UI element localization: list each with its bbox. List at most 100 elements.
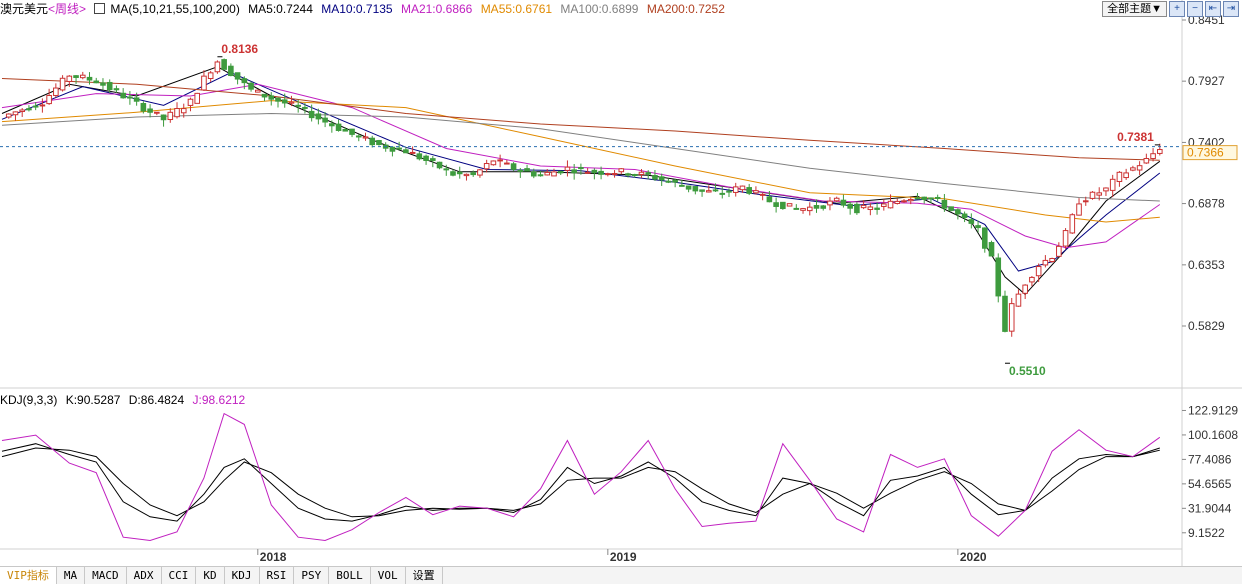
candle-body <box>1089 191 1096 199</box>
candle-body <box>1069 214 1076 234</box>
scroll-start-button[interactable]: ⇤ <box>1205 0 1221 17</box>
candle-body <box>194 92 201 104</box>
candle-body <box>551 171 557 177</box>
kdj-tick-label: 31.9044 <box>1188 501 1232 515</box>
candle-body <box>497 159 503 162</box>
candle-body <box>483 163 490 170</box>
price-tick-label: 0.6878 <box>1188 197 1225 211</box>
candle-body <box>234 72 241 80</box>
price-tick-label: 0.6353 <box>1188 258 1225 272</box>
scroll-end-button[interactable]: ⇥ <box>1223 0 1239 17</box>
period-label[interactable]: <周线> <box>48 2 87 16</box>
candle-body <box>389 146 396 152</box>
indicator-tabs: VIP指标 MA MACD ADX CCI KD KDJ RSI PSY BOL… <box>0 566 1242 584</box>
candle-body <box>1049 257 1055 262</box>
candle-body <box>355 135 362 138</box>
candle-body <box>524 168 530 172</box>
price-tick-label: 0.5829 <box>1188 319 1225 333</box>
ma-toggle-icon[interactable] <box>94 3 106 14</box>
tab-vip[interactable]: VIP指标 <box>0 567 57 584</box>
candle-body <box>1103 187 1109 192</box>
candle-body <box>914 197 921 200</box>
tab-vol[interactable]: VOL <box>371 567 406 584</box>
candle-body <box>759 193 766 196</box>
candle-body <box>409 151 416 154</box>
candle-body <box>598 170 604 175</box>
tab-cci[interactable]: CCI <box>162 567 197 584</box>
candle-body <box>456 171 463 175</box>
year-tick-label: 2018 <box>260 550 287 564</box>
ma100-label: MA100:0.6899 <box>560 2 639 16</box>
candle-body <box>221 59 227 70</box>
candle-body <box>1015 293 1022 307</box>
candle-body <box>578 167 584 170</box>
kdj-j-label: J:98.6212 <box>192 393 246 407</box>
candle-body <box>739 185 746 191</box>
chart-toolbar: 全部主题▼ + − ⇤ ⇥ <box>1102 0 1239 17</box>
candle-body <box>1157 149 1163 154</box>
zoom-out-button[interactable]: − <box>1187 0 1203 17</box>
candle-body <box>847 203 853 209</box>
candle-body <box>517 169 524 172</box>
tab-macd[interactable]: MACD <box>85 567 127 584</box>
candle-body <box>732 186 739 193</box>
candle-body <box>275 97 281 102</box>
candle-body <box>416 153 423 160</box>
extreme-label: 0.8136 <box>221 42 258 56</box>
candle-body <box>1096 192 1103 196</box>
candle-body <box>147 108 153 113</box>
candle-body <box>874 207 880 210</box>
candle-body <box>1130 167 1136 171</box>
candle-body <box>658 176 665 181</box>
candle-body <box>712 189 719 192</box>
tab-rsi[interactable]: RSI <box>260 567 295 584</box>
candle-body <box>79 74 86 79</box>
theme-select[interactable]: 全部主题▼ <box>1102 0 1167 17</box>
candle-body <box>322 117 328 123</box>
candle-body <box>672 179 678 183</box>
tab-settings[interactable]: 设置 <box>406 567 443 584</box>
candle-body <box>766 196 773 203</box>
symbol-label[interactable]: 澳元美元 <box>0 2 49 16</box>
ma21-line <box>1 83 1161 249</box>
candle-body <box>510 163 517 170</box>
candle-body <box>113 88 120 91</box>
candle-body <box>753 190 759 194</box>
candle-body <box>1008 303 1015 332</box>
candle-body <box>32 105 39 108</box>
candle-body <box>867 206 874 211</box>
candle-body <box>981 227 988 249</box>
kdj-name-label: KDJ(9,3,3) <box>0 393 58 407</box>
extreme-label: 0.7381 <box>1117 130 1154 144</box>
candle-body <box>1029 276 1035 283</box>
candle-body <box>302 106 308 109</box>
ma55-line <box>1 100 1160 223</box>
candle-body <box>308 110 315 119</box>
tab-ma[interactable]: MA <box>57 567 86 584</box>
kdj-legend: KDJ(9,3,3) K:90.5287 D:86.4824 J:98.6212 <box>0 391 250 409</box>
candle-body <box>1109 178 1116 191</box>
candle-body <box>295 104 301 107</box>
candle-body <box>174 108 180 118</box>
tab-psy[interactable]: PSY <box>294 567 330 584</box>
candle-body <box>342 128 349 132</box>
tab-kdj[interactable]: KDJ <box>225 567 260 584</box>
candle-body <box>827 200 833 206</box>
tab-adx[interactable]: ADX <box>127 567 162 584</box>
candle-body <box>1022 284 1028 294</box>
zoom-in-button[interactable]: + <box>1169 0 1185 17</box>
candle-body <box>73 75 79 78</box>
kdj-d-line <box>1 447 1160 518</box>
candle-body <box>106 81 113 91</box>
candle-body <box>66 75 73 82</box>
tab-kd[interactable]: KD <box>196 567 225 584</box>
candle-body <box>207 72 214 79</box>
candle-body <box>248 82 254 90</box>
candle-body <box>591 169 598 174</box>
kdj-tick-label: 77.4086 <box>1188 452 1232 466</box>
candle-body <box>180 108 187 114</box>
candle-body <box>201 75 207 91</box>
candle-body <box>1136 165 1143 171</box>
ma200-label: MA200:0.7252 <box>646 2 725 16</box>
tab-boll[interactable]: BOLL <box>329 567 371 584</box>
